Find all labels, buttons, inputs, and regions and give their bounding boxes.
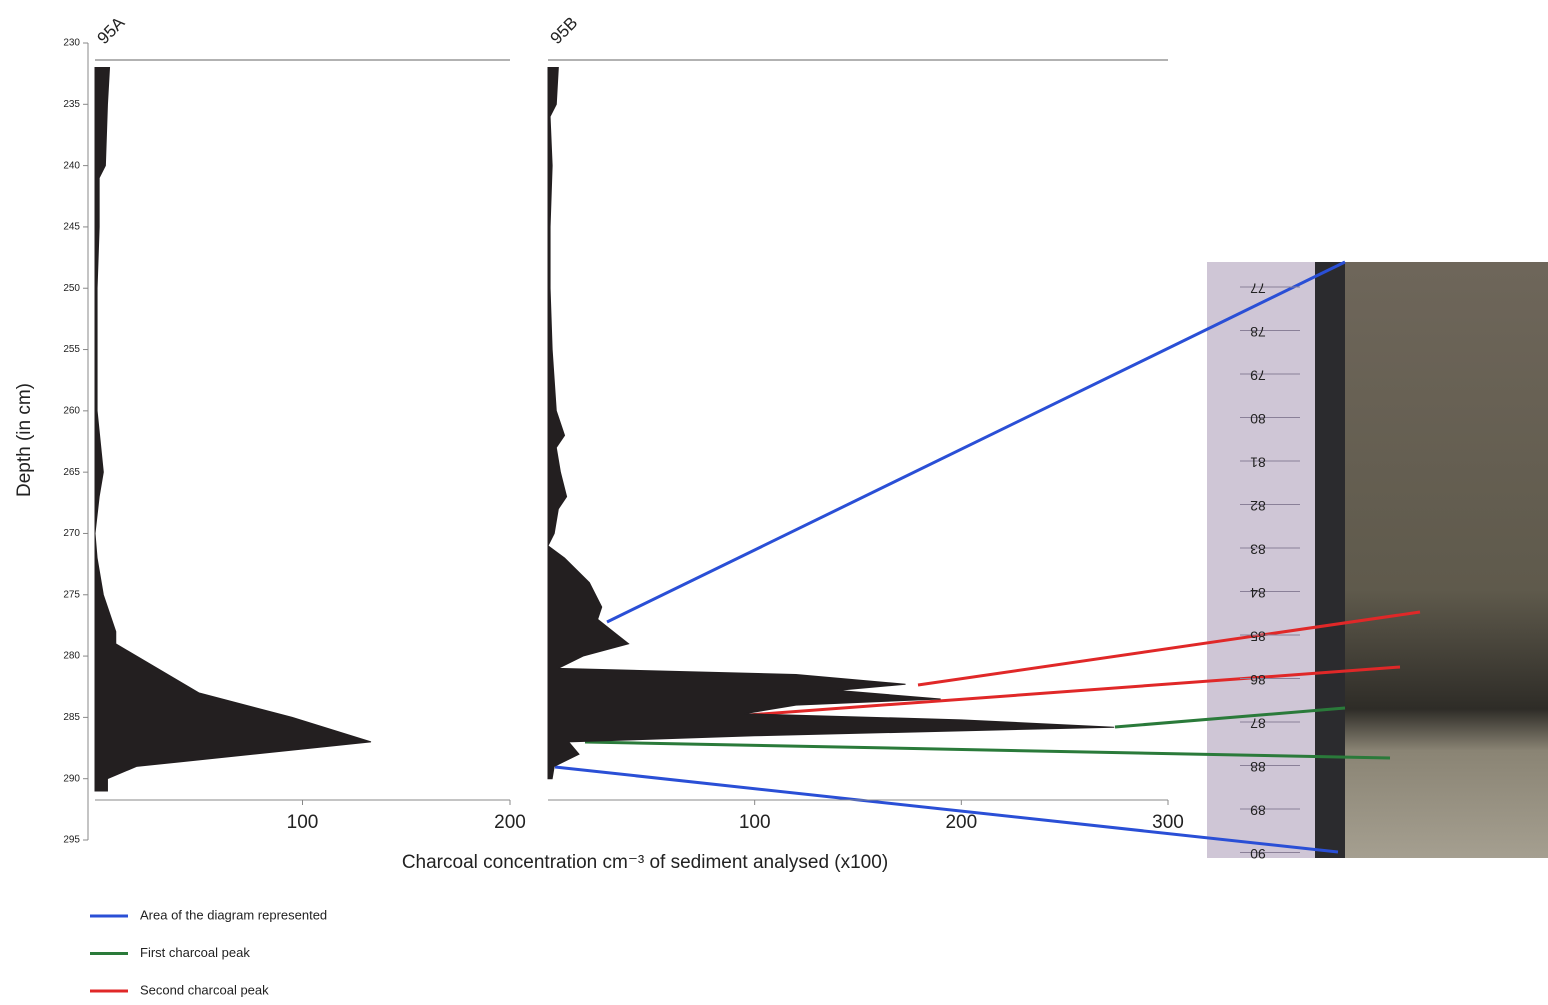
y-tick-label: 240 <box>63 160 80 171</box>
ruler-label: 89 <box>1250 802 1266 818</box>
y-tick-label: 260 <box>63 405 80 416</box>
ruler-label: 77 <box>1250 280 1266 296</box>
y-tick-label: 265 <box>63 467 80 478</box>
x-tick-label: 200 <box>945 812 977 833</box>
core-photo <box>1207 262 1548 858</box>
x-tick-label: 300 <box>1152 812 1184 833</box>
ruler-label: 86 <box>1250 672 1266 688</box>
ruler-label: 88 <box>1250 759 1266 775</box>
sediment <box>1345 262 1548 858</box>
charcoal-area <box>94 67 372 792</box>
ruler-label: 81 <box>1250 454 1266 470</box>
connector <box>917 610 1421 687</box>
legend-label: Second charcoal peak <box>140 982 269 997</box>
core-edge <box>1315 262 1345 858</box>
y-tick-label: 290 <box>63 773 80 784</box>
ruler-label: 87 <box>1250 715 1266 731</box>
connector <box>1114 706 1346 729</box>
ruler-label: 84 <box>1250 585 1266 601</box>
panel-title: 95A <box>94 13 129 48</box>
y-tick-label: 250 <box>63 283 80 294</box>
y-tick-label: 230 <box>63 38 80 49</box>
legend-label: First charcoal peak <box>140 945 250 960</box>
y-tick-label: 255 <box>63 344 80 355</box>
ruler-label: 80 <box>1250 411 1266 427</box>
y-tick-label: 295 <box>63 835 80 846</box>
x-tick-label: 100 <box>287 812 319 833</box>
ruler-label: 78 <box>1250 324 1266 340</box>
y-axis-label: Depth (in cm) <box>14 383 35 497</box>
ruler-label: 82 <box>1250 498 1266 514</box>
ruler-label: 90 <box>1250 846 1266 862</box>
ruler-label: 85 <box>1250 628 1266 644</box>
y-tick-label: 285 <box>63 712 80 723</box>
y-tick-label: 235 <box>63 99 80 110</box>
connector <box>554 765 1339 854</box>
x-tick-label: 100 <box>739 812 771 833</box>
ruler-label: 83 <box>1250 541 1266 557</box>
y-tick-label: 270 <box>63 528 80 539</box>
charcoal-area <box>547 67 1115 780</box>
y-tick-label: 245 <box>63 222 80 233</box>
x-axis-label: Charcoal concentration cm⁻³ of sediment … <box>402 852 888 873</box>
connectors <box>554 260 1421 854</box>
y-tick-label: 275 <box>63 589 80 600</box>
x-tick-label: 200 <box>494 812 526 833</box>
connector <box>606 260 1346 624</box>
ruler-label: 79 <box>1250 367 1266 383</box>
connector <box>747 665 1401 717</box>
y-tick-label: 280 <box>63 651 80 662</box>
legend-label: Area of the diagram represented <box>140 907 327 922</box>
panel-title: 95B <box>547 13 582 48</box>
connector <box>584 740 1391 760</box>
ruler <box>1207 262 1315 858</box>
